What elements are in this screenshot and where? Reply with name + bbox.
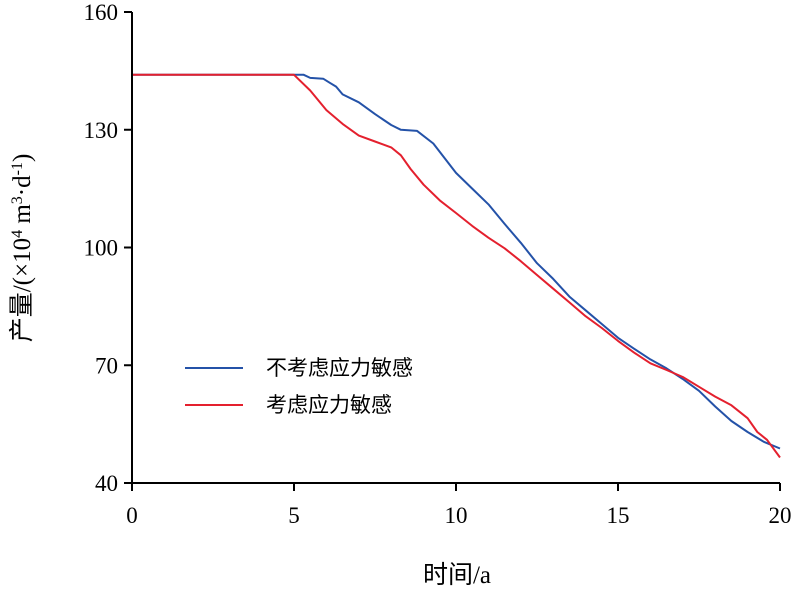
y-tick-label: 40	[95, 471, 118, 496]
x-tick-label: 20	[769, 503, 792, 528]
x-tick-label: 0	[126, 503, 138, 528]
axes	[131, 12, 780, 484]
x-tick-label: 10	[445, 503, 468, 528]
y-tick-label: 130	[84, 118, 119, 143]
legend: 不考虑应力敏感 考虑应力敏感	[185, 356, 413, 417]
x-tick-label: 15	[607, 503, 630, 528]
series-line-stress-sensitive	[132, 73, 781, 459]
x-axis-ticks: 0 5 10 15 20	[126, 483, 792, 528]
x-axis-title: 时间/a	[423, 561, 491, 589]
y-axis-title-exp1: 4	[9, 230, 26, 238]
y-axis-title-exp2: 3	[9, 196, 26, 204]
y-axis-title-mid1: m	[9, 204, 36, 230]
y-tick-label: 70	[95, 353, 118, 378]
y-axis-title: 产量/(×104 m3·d-1)	[8, 154, 36, 343]
y-tick-label: 160	[84, 0, 119, 25]
y-axis-title-suffix: )	[9, 154, 36, 162]
y-axis-ticks: 40 70 100 130 160	[84, 0, 132, 496]
y-tick-label: 100	[84, 236, 119, 261]
y-axis-title-prefix: 产量/(×10	[8, 238, 36, 342]
y-axis-title-mid2: ·d	[9, 175, 36, 196]
legend-label-stress-sensitive: 考虑应力敏感	[266, 393, 392, 417]
plot-area	[132, 73, 781, 459]
series-line-not-stress-sensitive	[132, 73, 781, 450]
legend-label-not-stress-sensitive: 不考虑应力敏感	[266, 356, 413, 380]
x-tick-label: 5	[288, 503, 300, 528]
y-axis-title-exp3: -1	[9, 162, 26, 175]
